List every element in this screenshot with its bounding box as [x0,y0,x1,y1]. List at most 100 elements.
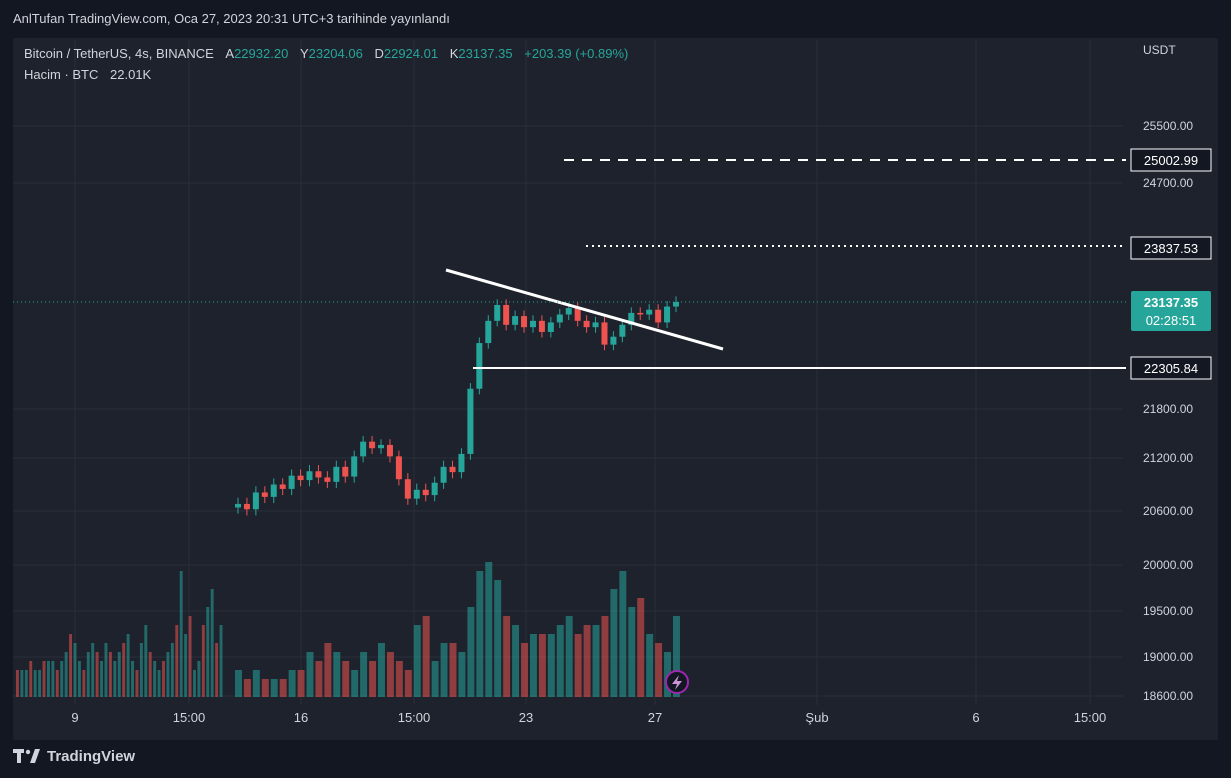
volume-bar [122,643,126,697]
volume-bar [360,652,368,697]
volume-bar [166,652,170,697]
volume-bar [60,661,64,697]
candle-body [270,484,277,497]
candle-body [395,456,402,480]
volume-bar [206,607,210,697]
footer-brand[interactable]: TradingView [13,747,135,765]
candle-body [360,441,367,457]
symbol-title[interactable]: Bitcoin / TetherUS, 4s, BINANCE [24,46,214,61]
y-tick-label: 21200.00 [1143,451,1193,465]
volume-bar [521,643,528,697]
volume-bar [24,670,28,697]
currency-label[interactable]: USDT [1143,43,1176,57]
volume-bar [210,589,214,697]
volume-bar [655,643,663,697]
candle-body [592,322,599,328]
resistance-trendline [445,268,724,351]
volume-bar [369,661,377,697]
ohlc-legend: Bitcoin / TetherUS, 4s, BINANCE A22932.2… [24,46,628,61]
price-label-box [1130,236,1212,260]
volume-bar [201,625,205,697]
volume-legend: Hacim · BTC 22.01K [24,67,151,82]
volume-bar [104,643,108,697]
candle-body [494,304,501,321]
volume-bar [117,652,121,697]
volume-bar [306,652,314,697]
y-tick-label: 21800.00 [1143,402,1193,416]
volume-bar [583,625,591,697]
volume-bar [503,616,511,697]
volume-bar [485,562,493,697]
volume-bar [135,670,139,697]
high-value: 23204.06 [308,46,363,61]
candle-body [655,309,662,323]
candle-body [476,343,483,389]
volume-bar [673,616,680,697]
x-tick-label: 15:00 [398,710,431,725]
x-tick-label: 27 [648,710,662,725]
candle-body [342,466,349,477]
volume-bar [333,652,341,697]
volume-bar [95,652,99,697]
volume-bar [188,616,192,697]
volume-bar [16,670,19,697]
x-tick-label: 23 [519,710,533,725]
volume-bar [42,661,46,697]
candle-body [521,316,528,328]
countdown-text: 02:28:51 [1146,313,1197,328]
volume-bar [219,625,223,697]
candle-body [628,312,635,325]
y-tick-label: 20000.00 [1143,558,1193,572]
candle-body [351,456,358,477]
candle-body [538,320,545,332]
volume-bar [538,634,546,697]
x-tick-label: Şub [805,710,828,725]
volume-bar [184,634,188,697]
y-tick-label: 20600.00 [1143,504,1193,518]
candle-body [279,484,286,489]
candle-body [306,471,313,481]
volume-bar [315,661,323,697]
volume-bar [395,661,403,697]
volume-bar [288,670,296,697]
volume-bar [601,616,609,697]
candle-body [315,471,322,478]
volume-bar [126,634,130,697]
candle-body [333,466,340,482]
volume-bar [170,643,174,697]
volume-bar [38,670,42,697]
y-tick-label: 24700.00 [1143,176,1193,190]
volume-bar [440,643,448,697]
volume-bar [431,661,439,697]
candle-body [422,489,429,496]
volume-bar [108,652,112,697]
open-value: 22932.20 [234,46,289,61]
volume-bar [619,571,627,697]
x-tick-label: 15:00 [1074,710,1107,725]
volume-bar [664,652,671,697]
volume-label[interactable]: Hacim · BTC [24,67,99,82]
x-tick-label: 16 [294,710,308,725]
volume-bar [153,661,157,697]
candle-body [664,306,671,323]
y-tick-label: 18600.00 [1143,689,1193,703]
volume-bar [20,670,24,697]
volume-bar [351,670,359,697]
candle-body [243,503,250,510]
close-label: K [449,46,459,61]
volume-bar [157,670,161,697]
volume-bar [77,661,81,697]
candle-body [673,302,679,307]
volume-bar [386,652,394,697]
volume-bar [86,652,90,697]
volume-bar [91,643,95,697]
volume-bar [628,607,636,697]
volume-bar [131,661,134,697]
volume-bar [494,580,502,697]
candle-body [637,312,644,315]
candle-body [529,320,536,328]
volume-bar [179,571,183,697]
candle-body [297,475,304,481]
volume-bar [261,679,269,697]
